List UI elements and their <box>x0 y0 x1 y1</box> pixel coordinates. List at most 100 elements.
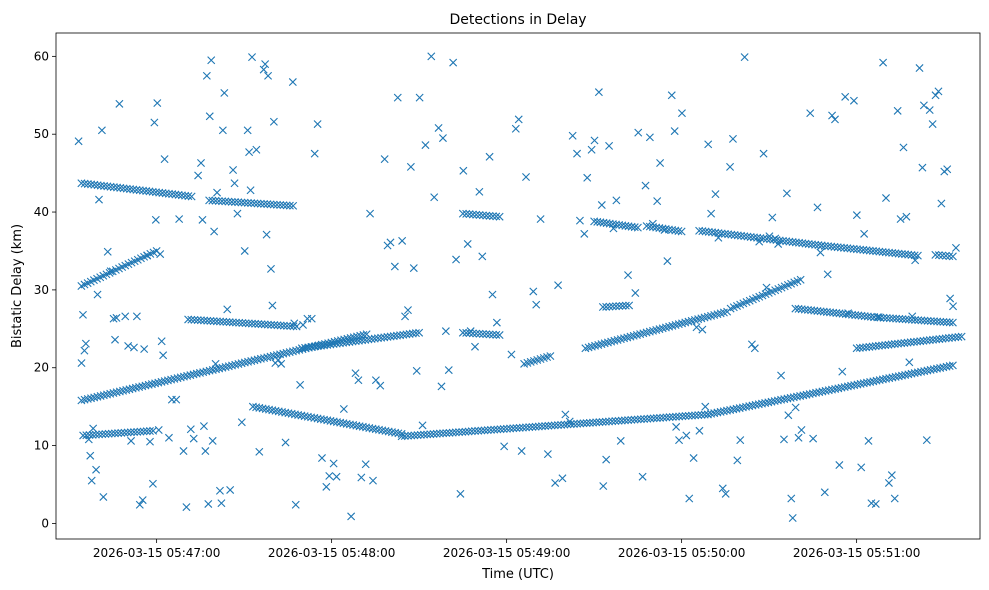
data-point-marker <box>791 238 800 247</box>
data-point-marker <box>887 471 896 480</box>
data-point-marker <box>791 304 800 313</box>
data-point-marker <box>186 425 195 434</box>
data-point-marker <box>117 428 126 437</box>
data-point-marker <box>147 380 156 389</box>
data-point-marker <box>211 196 220 205</box>
data-point-marker <box>256 199 265 208</box>
data-point-marker <box>700 410 709 419</box>
data-point-marker <box>748 401 757 410</box>
data-point-marker <box>507 350 516 359</box>
data-point-marker <box>429 429 438 438</box>
data-point-marker <box>901 250 910 259</box>
data-point-marker <box>633 415 642 424</box>
data-point-marker <box>231 360 240 369</box>
data-point-marker <box>148 479 157 488</box>
axes-frame <box>55 32 981 540</box>
data-point-marker <box>543 450 552 459</box>
data-point-marker <box>913 251 922 260</box>
data-point-marker <box>247 199 256 208</box>
data-point-marker <box>409 264 418 273</box>
data-point-marker <box>289 201 298 210</box>
data-point-marker <box>640 414 649 423</box>
data-point-marker <box>208 436 217 445</box>
data-point-marker <box>780 395 789 404</box>
data-point-marker <box>458 427 467 436</box>
data-point-marker <box>168 190 177 199</box>
data-point-marker <box>624 416 633 425</box>
data-point-marker <box>904 250 913 259</box>
data-point-marker <box>882 314 891 322</box>
data-point-marker <box>853 380 862 389</box>
data-point-marker <box>124 341 133 350</box>
data-point-marker <box>194 171 203 180</box>
y-tick-label: 50 <box>34 127 49 141</box>
data-point-marker <box>882 194 890 203</box>
data-point-marker <box>872 376 881 385</box>
data-point-marker <box>204 499 213 508</box>
data-point-marker <box>217 499 226 508</box>
data-point-marker <box>864 436 873 445</box>
x-tick-label: 2026-03-15 05:50:00 <box>618 546 745 560</box>
data-point-marker <box>81 339 90 348</box>
data-point-marker <box>77 179 86 188</box>
data-point-marker <box>136 427 145 436</box>
data-point-marker <box>106 182 115 191</box>
data-point-marker <box>605 302 614 311</box>
data-point-marker <box>208 196 217 205</box>
data-point-marker <box>777 395 786 404</box>
data-point-marker <box>695 226 704 235</box>
data-point-marker <box>829 308 838 317</box>
data-point-marker <box>253 355 262 364</box>
data-point-marker <box>91 430 100 439</box>
data-point-marker <box>866 377 875 386</box>
data-point-marker <box>378 426 387 435</box>
data-point-marker <box>849 244 858 253</box>
data-point-marker <box>452 255 461 264</box>
data-point-marker <box>256 354 265 363</box>
data-point-marker <box>716 407 725 416</box>
data-point-marker <box>557 420 566 429</box>
data-point-marker <box>897 339 906 348</box>
data-point-marker <box>352 421 361 430</box>
data-point-marker <box>783 394 792 403</box>
data-point-marker <box>897 249 906 258</box>
data-point-marker <box>110 429 119 438</box>
data-point-marker <box>412 366 421 375</box>
data-point-marker <box>251 319 260 328</box>
data-point-marker <box>691 411 700 420</box>
data-point-marker <box>138 186 147 195</box>
data-point-marker <box>103 390 112 399</box>
data-point-marker <box>881 248 890 257</box>
data-point-marker <box>496 425 505 434</box>
data-point-marker <box>920 367 929 376</box>
data-point-marker <box>566 420 575 429</box>
x-tick-label: 2026-03-15 05:47:00 <box>93 546 220 560</box>
data-point-marker <box>743 232 752 241</box>
data-point-marker <box>846 244 855 253</box>
data-point-marker <box>830 115 839 124</box>
data-point-marker <box>116 183 125 192</box>
data-point-marker <box>762 283 771 292</box>
data-point-marker <box>444 366 453 375</box>
data-point-marker <box>270 321 279 330</box>
data-point-marker <box>260 354 269 363</box>
data-point-marker <box>297 411 306 420</box>
data-point-marker <box>406 162 415 171</box>
data-point-marker <box>646 414 655 423</box>
data-point-marker <box>187 192 196 201</box>
data-point-marker <box>323 416 332 425</box>
data-point-marker <box>771 234 780 243</box>
data-point-marker <box>237 198 246 207</box>
data-point-marker <box>99 492 108 501</box>
data-point-marker <box>798 239 807 248</box>
data-point-marker <box>575 216 584 225</box>
data-point-marker <box>439 429 448 438</box>
data-point-marker <box>900 338 909 347</box>
x-tick-label: 2026-03-15 05:51:00 <box>793 546 920 560</box>
data-point-marker <box>281 438 290 447</box>
data-point-marker <box>879 58 888 67</box>
data-point-marker <box>938 334 947 343</box>
data-point-marker <box>532 300 541 309</box>
data-point-marker <box>665 413 674 422</box>
data-point-marker <box>642 222 651 231</box>
